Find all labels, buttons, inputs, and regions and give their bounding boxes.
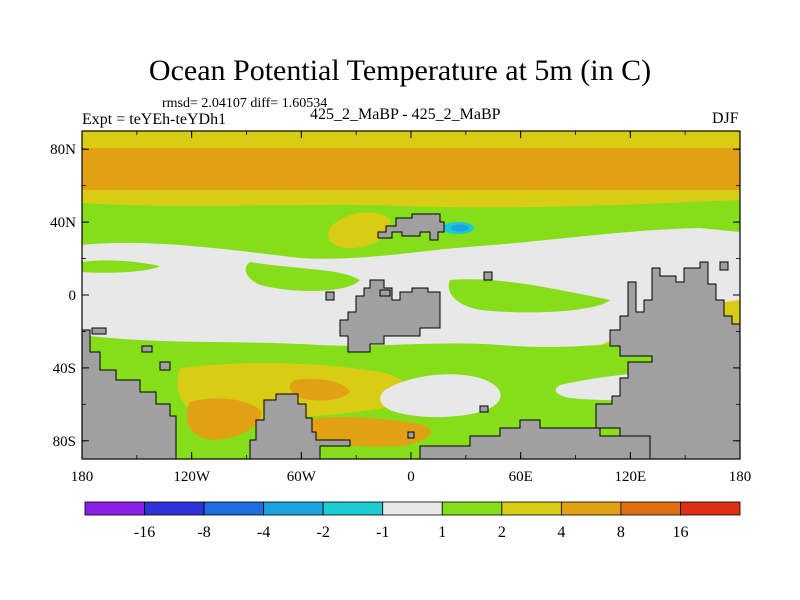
colorbar-swatch-6 (441, 501, 503, 516)
field-patch-south-orange-1 (186, 398, 262, 440)
center-subtitle: 425_2_MaBP - 425_2_MaBP (310, 106, 501, 123)
season-label: DJF (712, 110, 739, 127)
colorbar-swatch-9 (620, 501, 681, 516)
field-patch-natl (328, 212, 391, 249)
land-island-4 (719, 261, 729, 271)
land-island-3 (483, 271, 493, 281)
land-island-7 (159, 361, 171, 371)
x-tick-label-0: 180 (71, 469, 94, 485)
y-tick-label-2: 0 (69, 288, 77, 304)
colorbar: -16 -8 -4 -2 -1 1 2 4 8 16 (84, 501, 741, 541)
land-island-9 (407, 431, 415, 439)
land-europe (377, 213, 445, 241)
field-band-arctic (82, 148, 740, 180)
field-patch-trop-green-2 (448, 279, 610, 313)
land-south-west (82, 329, 177, 459)
colorbar-label-4: -1 (376, 524, 389, 541)
colorbar-label-5: 1 (438, 524, 446, 541)
x-tick-label-3: 0 (407, 469, 415, 485)
land-island-8 (479, 405, 489, 413)
colorbar-label-8: 8 (617, 524, 625, 541)
land-mask (82, 213, 740, 459)
land-antarctic-peninsula (249, 393, 351, 459)
x-tick-label-1: 120W (173, 469, 211, 485)
colorbar-swatch-10 (680, 501, 741, 516)
experiment-label: Expt = teYEh-teYDh1 (82, 111, 227, 128)
colorbar-swatch-7 (501, 501, 562, 516)
colorbar-swatch-4 (322, 501, 384, 516)
y-axis: 80N 40N 0 40S 80S (50, 142, 740, 450)
chart-title: Ocean Potential Temperature at 5m (in C) (148, 54, 652, 87)
y-tick-label-4: 80S (53, 434, 76, 450)
land-island-5 (91, 327, 107, 335)
colorbar-label-2: -4 (257, 524, 270, 541)
colorbar-label-1: -8 (197, 524, 210, 541)
colorbar-label-7: 4 (557, 524, 565, 541)
land-island-2 (379, 289, 391, 297)
land-asia (595, 261, 740, 459)
field-band-tropics (82, 228, 740, 351)
field-patch-south-orange-3 (300, 417, 431, 447)
land-antarctic-east (419, 419, 651, 459)
field-patch-trop-green-3 (82, 260, 160, 273)
colorbar-swatch-0 (84, 501, 145, 516)
colorbar-label-0: -16 (134, 524, 155, 541)
stats-label: rmsd= 2.04107 diff= 1.60534 (162, 96, 328, 111)
x-tick-label-6: 180 (729, 469, 752, 485)
land-island-6 (141, 345, 153, 353)
colorbar-swatch-1 (144, 501, 205, 516)
x-tick-label-2: 60W (287, 469, 317, 485)
x-tick-label-5: 120E (614, 469, 646, 485)
colorbar-swatch-3 (263, 501, 324, 516)
field-patch-trop-green-1 (245, 262, 360, 292)
y-tick-label-0: 80N (50, 142, 76, 158)
field-cold-core (451, 224, 469, 232)
colorbar-swatch-8 (560, 501, 622, 516)
land-island-1 (325, 291, 335, 301)
temperature-field (82, 131, 740, 459)
colorbar-label-3: -2 (317, 524, 330, 541)
y-tick-label-3: 40S (53, 361, 76, 377)
colorbar-label-9: 16 (672, 524, 688, 541)
y-tick-label-1: 40N (50, 215, 76, 231)
field-patch-south-white (380, 374, 501, 418)
colorbar-label-6: 2 (498, 524, 506, 541)
x-axis: 180 120W 60W 0 60E 120E 180 (71, 131, 752, 485)
colorbar-swatch-2 (203, 501, 265, 516)
field-patch-south-orange-2 (289, 378, 350, 401)
colorbar-swatch-5 (382, 501, 443, 516)
land-africa (339, 279, 441, 353)
x-tick-label-4: 60E (509, 469, 533, 485)
